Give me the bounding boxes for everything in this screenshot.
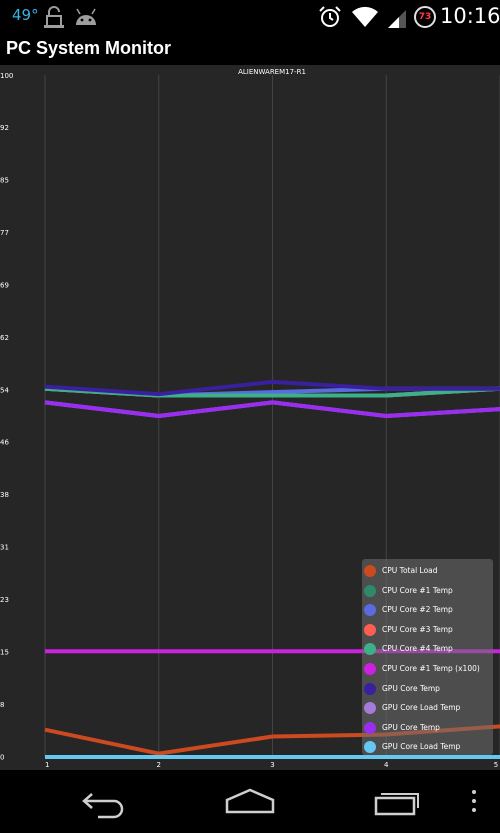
x-tick-label: 4 xyxy=(384,761,389,769)
legend-item: GPU Core Temp xyxy=(362,720,493,736)
series-line-6 xyxy=(44,379,500,397)
legend-label: CPU Core #4 Temp xyxy=(382,644,453,654)
legend-swatch xyxy=(364,702,376,715)
legend-swatch xyxy=(364,682,376,695)
legend-label: GPU Core Load Temp xyxy=(382,703,461,713)
legend-label: GPU Core Temp xyxy=(382,722,440,732)
legend-label: CPU Total Load xyxy=(382,566,438,575)
legend-label: GPU Core Load Temp xyxy=(382,742,461,752)
status-bar: 49° 73 10:16 xyxy=(0,0,500,33)
y-tick-label: 38 xyxy=(0,491,9,499)
legend-item: CPU Core #1 Temp xyxy=(362,583,493,599)
temperature-indicator: 49° xyxy=(12,6,39,24)
legend-swatch xyxy=(364,623,376,636)
y-tick-label: 92 xyxy=(0,124,9,132)
y-tick-label: 62 xyxy=(0,334,9,342)
legend-item: GPU Core Load Temp xyxy=(362,739,493,755)
y-tick-label: 8 xyxy=(0,701,4,709)
y-tick-label: 46 xyxy=(0,439,9,447)
legend-label: CPU Core #2 Temp xyxy=(382,605,453,615)
legend-swatch xyxy=(364,604,376,617)
y-tick-label: 0 xyxy=(0,754,4,762)
y-tick-label: 15 xyxy=(0,649,9,657)
legend-item: CPU Core #3 Temp xyxy=(362,622,493,638)
legend-swatch xyxy=(364,584,376,597)
legend-swatch xyxy=(364,643,376,656)
x-tick-label: 3 xyxy=(270,761,274,769)
clock: 10:16 xyxy=(440,4,500,28)
legend-swatch xyxy=(364,565,376,577)
back-icon[interactable] xyxy=(78,784,128,820)
alarm-icon xyxy=(319,6,341,27)
legend-swatch xyxy=(364,741,376,754)
action-bar: PC System Monitor xyxy=(0,33,500,65)
line-chart[interactable]: 1 2 3 4 5 100 92 85 77 69 62 54 46 38 31 23 15 8 0 ALIENWA… xyxy=(0,65,500,770)
series-line-8 xyxy=(44,400,500,418)
x-tick-label: 2 xyxy=(157,761,161,769)
chart-legend: CPU Total Load CPU Core #1 Temp CPU Core #… xyxy=(362,559,493,755)
overflow-menu-icon[interactable] xyxy=(468,784,480,820)
android-icon xyxy=(76,8,96,25)
legend-label: GPU Core Temp xyxy=(382,683,440,693)
legend-swatch xyxy=(364,663,376,675)
home-icon[interactable] xyxy=(225,784,275,820)
wifi-icon xyxy=(352,6,378,27)
y-tick-label: 77 xyxy=(0,229,9,237)
legend-item: CPU Core #4 Temp xyxy=(362,641,493,657)
y-tick-label: 54 xyxy=(0,386,9,394)
legend-item: GPU Core Temp xyxy=(362,681,493,697)
y-tick-label: 85 xyxy=(0,176,9,184)
legend-item: GPU Core Load Temp xyxy=(362,700,493,716)
x-tick-label: 5 xyxy=(494,761,498,769)
lock-icon xyxy=(44,6,64,28)
legend-label: CPU Core #1 Temp (x100) xyxy=(382,664,480,673)
y-tick-label: 69 xyxy=(0,281,9,289)
legend-label: CPU Core #3 Temp xyxy=(382,624,453,634)
legend-label: CPU Core #1 Temp xyxy=(382,585,453,595)
y-tick-label: 31 xyxy=(0,544,9,552)
legend-item: CPU Core #2 Temp xyxy=(362,602,493,618)
x-tick-label: 1 xyxy=(45,761,49,769)
y-tick-label: 100 xyxy=(0,72,13,80)
legend-swatch xyxy=(364,721,376,734)
app-title: PC System Monitor xyxy=(6,38,172,58)
navigation-bar xyxy=(0,770,500,833)
signal-icon xyxy=(388,10,406,28)
recent-apps-icon[interactable] xyxy=(372,784,422,820)
chart-title: ALIENWAREM17-R1 xyxy=(238,68,306,76)
legend-item: CPU Total Load xyxy=(362,563,493,579)
y-tick-label: 23 xyxy=(0,596,9,604)
battery-icon: 73 xyxy=(414,6,436,28)
legend-item: CPU Core #1 Temp (x100) xyxy=(362,661,493,677)
